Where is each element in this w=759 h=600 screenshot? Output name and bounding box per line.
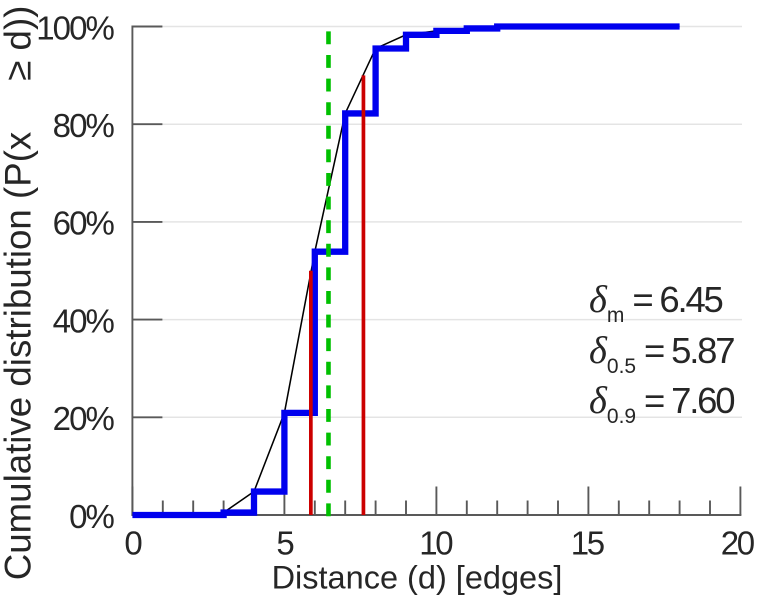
svg-text:80%: 80%: [53, 107, 115, 144]
svg-text:0%: 0%: [69, 498, 114, 535]
svg-text:5: 5: [276, 525, 293, 562]
svg-text:Cumulative distribution (P(x: Cumulative distribution (P(x ≥ d)): [0, 6, 39, 581]
svg-text:δ0.5 = 5.87: δ0.5 = 5.87: [589, 330, 734, 378]
svg-text:20: 20: [721, 525, 755, 562]
svg-text:100%: 100%: [36, 9, 114, 46]
svg-text:15: 15: [571, 525, 604, 562]
svg-text:60%: 60%: [53, 205, 115, 242]
svg-text:Distance (d) [edges]: Distance (d) [edges]: [272, 560, 563, 596]
svg-text:40%: 40%: [53, 302, 115, 339]
svg-text:10: 10: [419, 525, 453, 562]
svg-text:20%: 20%: [53, 400, 115, 437]
svg-text:0: 0: [124, 525, 142, 562]
svg-text:δ0.9 = 7.60: δ0.9 = 7.60: [589, 380, 734, 428]
svg-text:δm = 6.45: δm = 6.45: [589, 279, 723, 327]
